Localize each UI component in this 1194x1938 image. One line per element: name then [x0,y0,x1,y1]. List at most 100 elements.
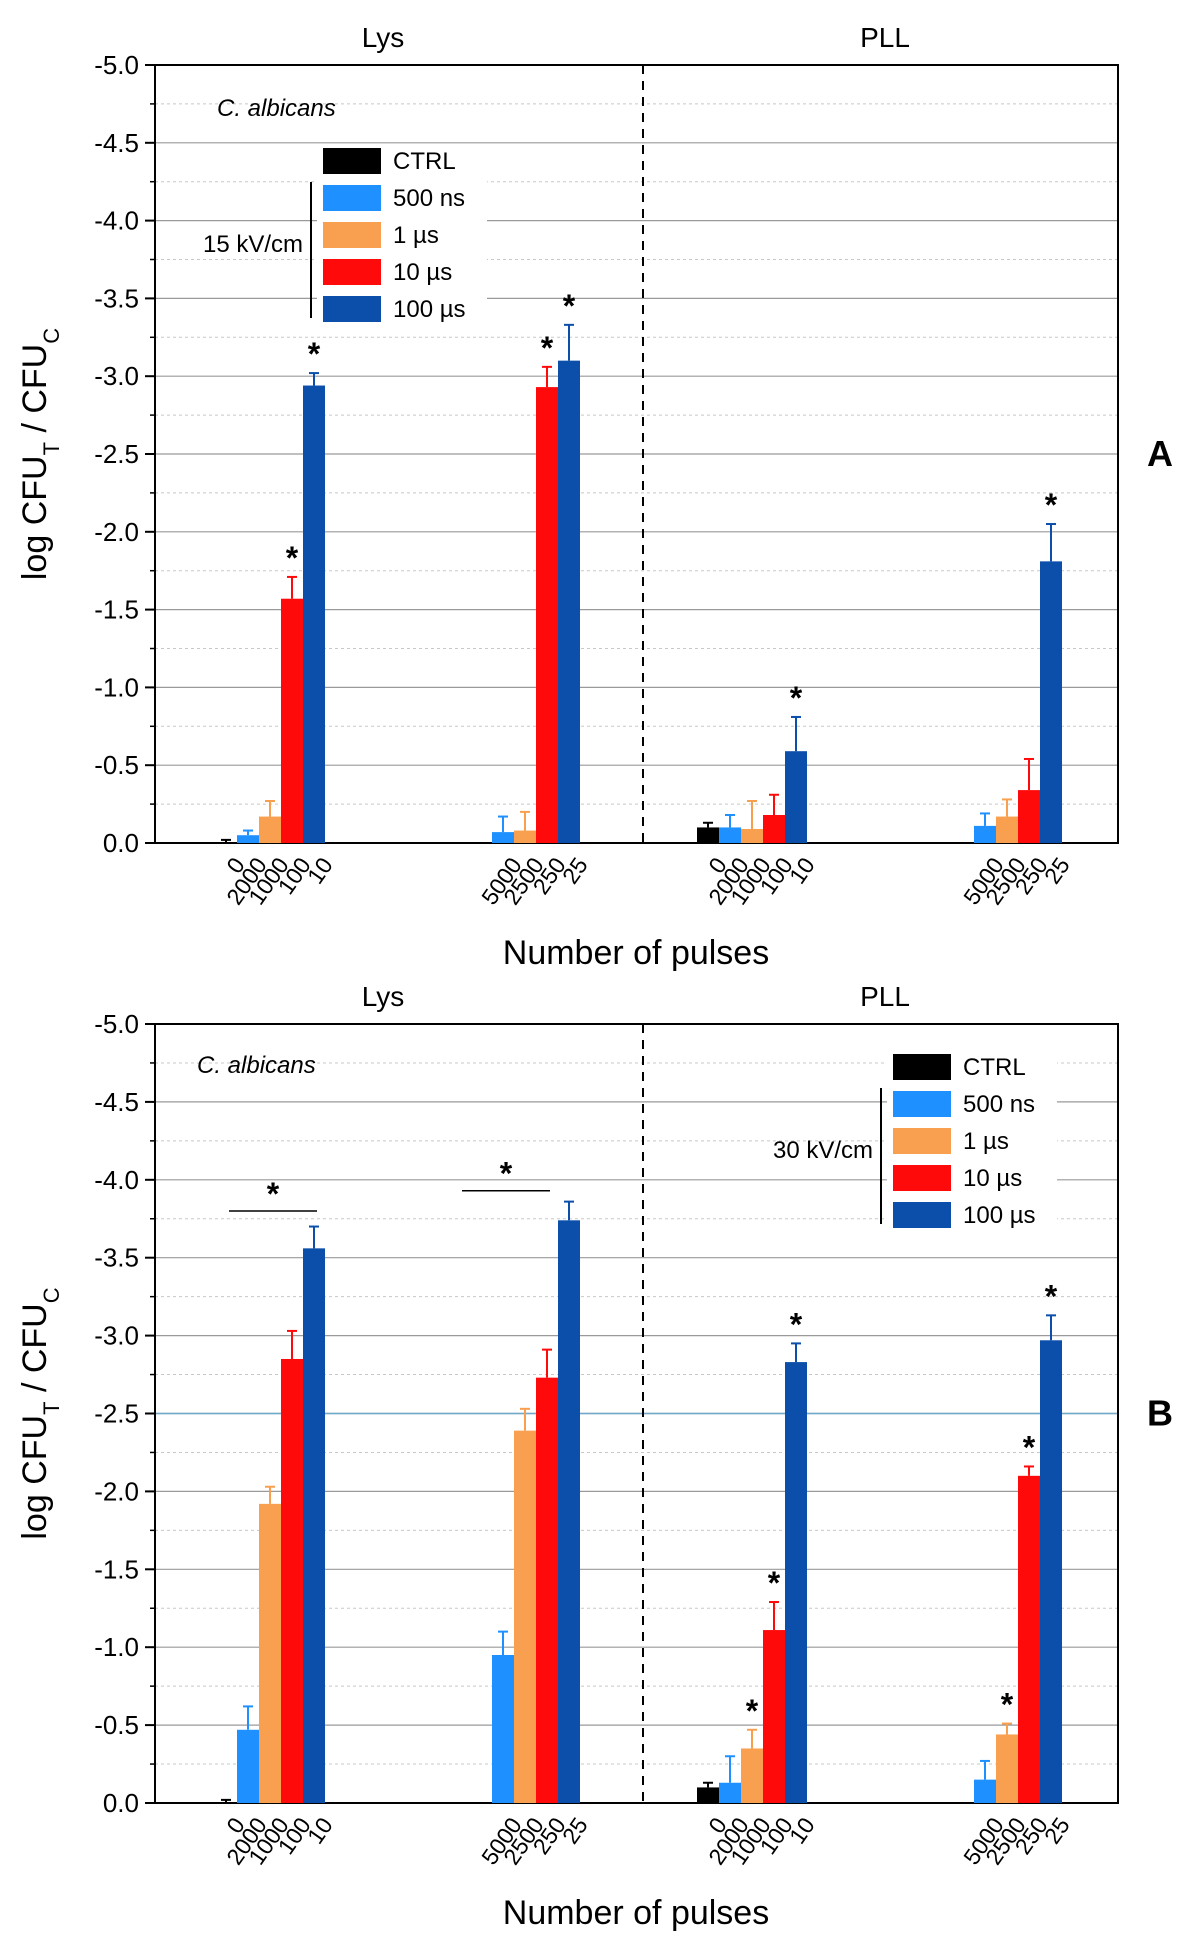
bar-1s [741,1748,763,1803]
x-category-label: 25 [557,1813,593,1849]
section-title-lys: Lys [362,981,405,1012]
bar-500ns [719,827,741,843]
legend-swatch [893,1165,951,1191]
x-category-label: 10 [302,1813,338,1849]
bar-1s [259,816,281,843]
species-annotation: C. albicans [217,95,336,122]
field-strength-label: 30 kV/cm [773,1137,873,1164]
y-tick-label: -4.0 [94,1165,139,1195]
significance-star: * [790,1306,803,1342]
x-category-label: 10 [784,1813,820,1849]
legend-label: 100 µs [963,1202,1036,1229]
bar-1s [514,830,536,843]
bar-1s [259,1503,281,1803]
legend: CTRL 500 ns 1 µs 10 µs 100 µs 15 kV/cm [203,144,487,324]
bar-500ns [237,1729,259,1803]
legend-label: 10 µs [963,1165,1022,1192]
y-tick-label: -2.0 [94,1476,139,1506]
section-title-lys: Lys [362,22,405,53]
legend-swatch [893,1091,951,1117]
y-axis-title-part: T [39,1401,64,1414]
significance-star: * [1001,1687,1014,1723]
y-axis-title-part: log CFU [16,455,54,580]
bar-100s [303,1248,325,1803]
x-category-label: 10 [784,853,820,889]
legend-swatch [893,1202,951,1228]
significance-star: * [1023,1429,1036,1465]
significance-star: * [1045,1278,1058,1314]
x-category-label: 25 [1039,1813,1075,1849]
legend: CTRL 500 ns 1 µs 10 µs 100 µs 30 kV/cm [773,1050,1057,1230]
significance-star: * [790,680,803,716]
x-category-label: 10 [302,853,338,889]
y-tick-label: -1.5 [94,1554,139,1584]
y-axis-title-part: log CFU [16,1415,54,1540]
bar-10s [281,1358,303,1803]
panel-label: A [1147,433,1173,474]
significance-star: * [768,1565,781,1601]
significance-star: * [563,288,576,324]
y-tick-label: -5.0 [94,50,139,80]
legend-label: 500 ns [393,185,465,212]
bar-500ns [492,1654,514,1803]
section-title-pll: PLL [860,22,910,53]
legend-swatch [323,222,381,248]
bar-500ns [974,1779,996,1803]
y-tick-label: 0.0 [103,828,139,858]
x-axis-title: Number of pulses [503,934,769,972]
bar-CTRL [697,827,719,843]
significance-star: * [1045,487,1058,523]
bar-10s [1018,790,1040,843]
y-tick-label: -0.5 [94,750,139,780]
legend-label: CTRL [393,148,456,175]
bar-CTRL [215,843,237,844]
legend-label: CTRL [963,1054,1026,1081]
bar-100s [303,385,325,843]
field-strength-label: 15 kV/cm [203,231,303,258]
legend-label: 1 µs [393,222,439,249]
legend-swatch [323,296,381,322]
bar-10s [763,814,785,843]
y-tick-label: 0.0 [103,1788,139,1818]
significance-star: * [286,540,299,576]
panel-label: B [1147,1393,1173,1434]
x-category-label: 25 [557,853,593,889]
bar-100s [558,1220,580,1803]
y-tick-label: -2.5 [94,1399,139,1429]
y-tick-label: -3.5 [94,1243,139,1273]
y-axis-title-part: C [39,1287,64,1303]
bar-500ns [237,835,259,843]
y-axis-title-part: T [39,442,64,455]
bar-500ns [719,1782,741,1803]
y-tick-label: -3.5 [94,283,139,313]
legend-swatch [893,1054,951,1080]
legend-label: 1 µs [963,1128,1009,1155]
significance-star: * [746,1693,759,1729]
y-tick-label: -1.0 [94,672,139,702]
bracket-star: * [267,1176,280,1212]
y-axis-title: log CFUT / CFUC [16,328,64,580]
section-title-pll: PLL [860,981,910,1012]
significance-star: * [308,336,321,372]
legend-label: 500 ns [963,1091,1035,1118]
bar-1s [996,1734,1018,1803]
x-category-label: 25 [1039,853,1075,889]
y-tick-label: -4.5 [94,128,139,158]
y-axis-title: log CFUT / CFUC [16,1287,64,1539]
bar-CTRL [697,1787,719,1803]
y-tick-label: -0.5 [94,1710,139,1740]
legend-label: 100 µs [393,296,466,323]
y-tick-label: -3.0 [94,361,139,391]
bar-100s [558,360,580,843]
legend-swatch [323,185,381,211]
panel-B: 0.0 -0.5 -1.0 -1.5 -2.0 -2.5 -3.0 -3.5 -4.0 -4.5 -… [16,981,1173,1932]
bracket-star: * [500,1156,513,1192]
panel-A: 0.0 -0.5 -1.0 -1.5 -2.0 -2.5 -3.0 -3.5 -4.0 -4.5 -… [16,22,1173,972]
y-tick-label: -4.0 [94,206,139,236]
y-tick-label: -1.0 [94,1632,139,1662]
bar-100s [1040,561,1062,843]
bar-10s [763,1630,785,1803]
bar-100s [785,751,807,843]
bar-100s [1040,1340,1062,1803]
